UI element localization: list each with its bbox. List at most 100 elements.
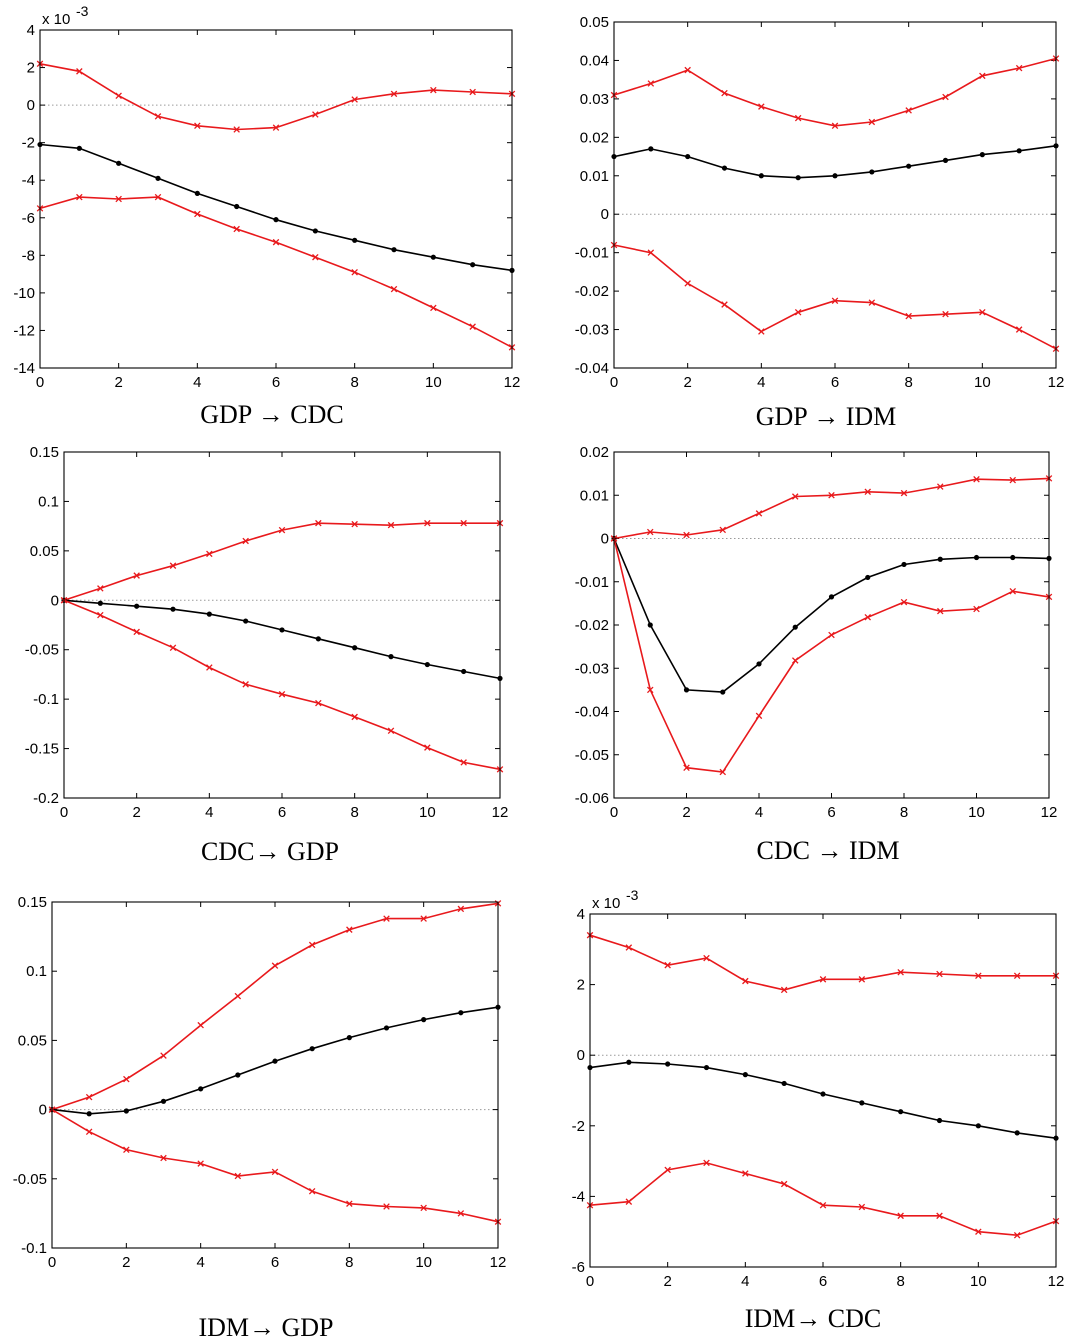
data-point-response — [795, 175, 801, 181]
data-point-response — [116, 160, 122, 166]
series-line-response — [613, 145, 1057, 179]
data-point-lower — [1015, 326, 1023, 333]
data-point-upper — [683, 531, 690, 539]
scale-multiplier: x 10 — [592, 895, 620, 912]
data-point-lower — [646, 686, 654, 694]
data-point-lower — [664, 1166, 671, 1174]
data-point-response — [86, 1111, 92, 1117]
panel-caption: GDP → CDC — [200, 400, 344, 429]
data-point-lower — [206, 664, 213, 671]
data-point-upper — [979, 72, 986, 80]
data-point-lower — [194, 210, 201, 218]
x-tick-label: 8 — [904, 374, 912, 391]
x-tick-label: 12 — [1048, 1273, 1065, 1290]
data-point-response — [97, 600, 103, 606]
series-line-lower — [613, 538, 1050, 773]
data-point-response — [458, 1010, 464, 1016]
data-point-lower — [315, 699, 322, 707]
data-point-lower — [703, 1159, 710, 1167]
data-point-response — [388, 654, 394, 660]
x-tick-label: 6 — [278, 804, 286, 821]
data-point-response — [626, 1059, 632, 1065]
x-tick-label: 0 — [586, 1273, 594, 1290]
data-point-response — [243, 618, 249, 624]
data-point-lower — [1013, 1231, 1021, 1239]
data-point-response — [272, 1058, 278, 1064]
data-point-response — [430, 254, 436, 260]
panel-cdc-to-idm: 0 2 4 6 8 10 12 -0.06 -0.05 -0.04 -0.03 -0.02 -0.01 0… — [575, 444, 1058, 865]
x-tick-label: 2 — [683, 374, 691, 391]
y-tick-label: -0.1 — [21, 1240, 47, 1257]
data-point-response — [279, 627, 285, 633]
data-point-upper — [154, 113, 162, 120]
data-point-upper — [85, 1093, 93, 1101]
y-tick-label: 0 — [27, 97, 35, 114]
y-tick-label: 2 — [27, 60, 35, 77]
data-point-lower — [430, 304, 437, 312]
plot-frame — [39, 29, 513, 369]
data-point-upper — [383, 915, 390, 922]
scale-exponent: -3 — [76, 3, 89, 19]
panel-gdp-to-cdc: 0 2 4 6 8 10 12 -14 -12 -10 -8 -6 -4 -2 0 2 4 x 10 -3 GDP →… — [13, 3, 520, 429]
data-point-response — [758, 173, 764, 179]
x-tick-label: 10 — [974, 374, 991, 391]
data-point-upper — [272, 124, 280, 131]
y-tick-label: 4 — [577, 906, 585, 923]
data-point-response — [936, 1117, 943, 1124]
series-line-response — [613, 538, 1050, 693]
plot-frame — [589, 913, 1057, 1268]
data-point-upper — [197, 1021, 204, 1029]
y-tick-label: -4 — [22, 172, 35, 189]
data-point-upper — [115, 92, 122, 99]
data-point-upper — [936, 970, 943, 978]
data-point-lower — [858, 1203, 866, 1211]
data-point-upper — [900, 489, 908, 497]
data-point-response — [973, 554, 980, 561]
data-point-upper — [133, 572, 140, 579]
data-point-upper — [719, 526, 727, 534]
data-point-upper — [76, 68, 83, 75]
data-point-upper — [905, 107, 912, 114]
data-point-response — [273, 217, 279, 223]
data-point-response — [235, 1072, 241, 1078]
x-tick-label: 4 — [196, 1254, 204, 1271]
data-point-lower — [115, 195, 122, 203]
series-line-upper — [39, 63, 513, 131]
data-point-lower — [312, 253, 319, 261]
data-point-upper — [390, 90, 398, 98]
data-point-lower — [272, 238, 280, 246]
data-point-response — [720, 689, 726, 695]
y-tick-label: 0.02 — [580, 444, 609, 461]
x-tick-label: 0 — [610, 804, 618, 821]
data-point-lower — [76, 193, 83, 201]
y-tick-label: -0.2 — [33, 790, 59, 807]
x-tick-label: 6 — [819, 1273, 827, 1290]
y-tick-label: -0.05 — [13, 1171, 47, 1188]
x-tick-label: 8 — [896, 1273, 904, 1290]
y-tick-label: -0.05 — [25, 642, 59, 659]
y-tick-label: 0 — [39, 1102, 47, 1119]
series-line-lower — [63, 599, 501, 771]
data-point-upper — [123, 1075, 130, 1083]
data-point-upper — [460, 519, 467, 527]
data-point-upper — [942, 93, 949, 101]
x-tick-label: 2 — [132, 804, 140, 821]
panel-caption: IDM→ GDP — [198, 1313, 333, 1339]
data-point-response — [828, 594, 835, 600]
data-point-upper — [97, 585, 104, 592]
x-tick-label: 12 — [492, 804, 509, 821]
data-point-lower — [233, 225, 240, 233]
data-point-upper — [831, 122, 839, 130]
data-point-upper — [206, 550, 213, 558]
x-tick-label: 6 — [827, 804, 835, 821]
y-tick-label: -0.1 — [33, 691, 59, 708]
panel-caption: CDC→ GDP — [201, 837, 339, 866]
data-point-response — [1014, 1130, 1020, 1136]
series-line-lower — [613, 244, 1057, 350]
data-point-upper — [936, 483, 944, 490]
data-point-lower — [936, 607, 944, 615]
data-point-lower — [791, 657, 799, 664]
data-point-lower — [831, 297, 839, 304]
data-point-lower — [942, 310, 949, 318]
